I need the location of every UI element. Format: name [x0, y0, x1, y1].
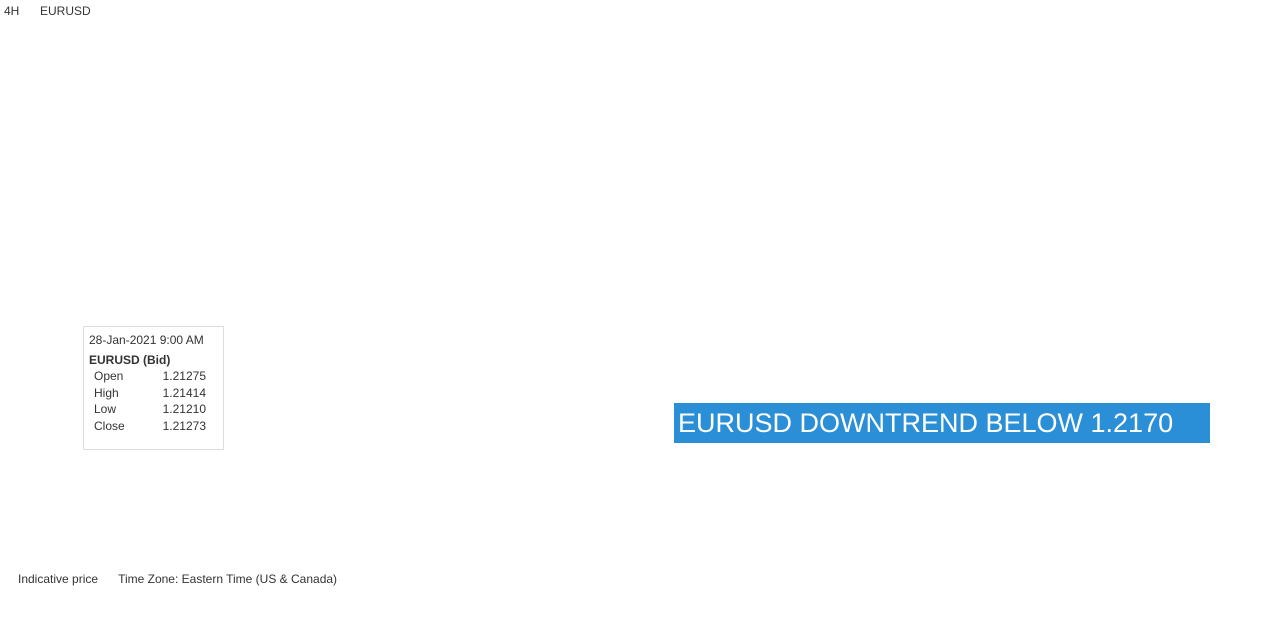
footer-note: Indicative price — [18, 572, 99, 586]
info-value: 1.21273 — [162, 418, 206, 433]
info-date: 28-Jan-2021 9:00 AM — [89, 333, 204, 347]
info-value: 1.21414 — [162, 385, 206, 400]
annotation: EURUSD DOWNTREND BELOW 1.2170 — [674, 403, 1210, 443]
info-key: Low — [94, 402, 117, 416]
info-box: 28-Jan-2021 9:00 AM EURUSD (Bid) Open 1.2… — [83, 326, 224, 450]
info-row: Low 1.21210 — [89, 401, 218, 418]
footer: Indicative price Time Zone: Eastern Time… — [18, 572, 337, 586]
info-symbol: EURUSD (Bid) — [89, 352, 171, 367]
info-row: High 1.21414 — [89, 385, 218, 402]
info-value: 1.21275 — [162, 369, 206, 383]
info-rows: Open 1.21275 High 1.21414 Low 1.21210 Close 1.2… — [84, 368, 223, 434]
info-key: Close — [94, 418, 125, 433]
footer-tz: Time Zone: Eastern Time (US & Canada) — [118, 572, 338, 586]
info-row: Close 1.21273 — [89, 418, 218, 435]
info-value: 1.21210 — [162, 402, 206, 416]
timeframe: 4H — [4, 4, 19, 18]
symbol: EURUSD — [40, 4, 91, 18]
info-key: High — [94, 385, 119, 400]
info-key: Open — [94, 369, 124, 383]
info-row: Open 1.21275 — [89, 368, 218, 385]
